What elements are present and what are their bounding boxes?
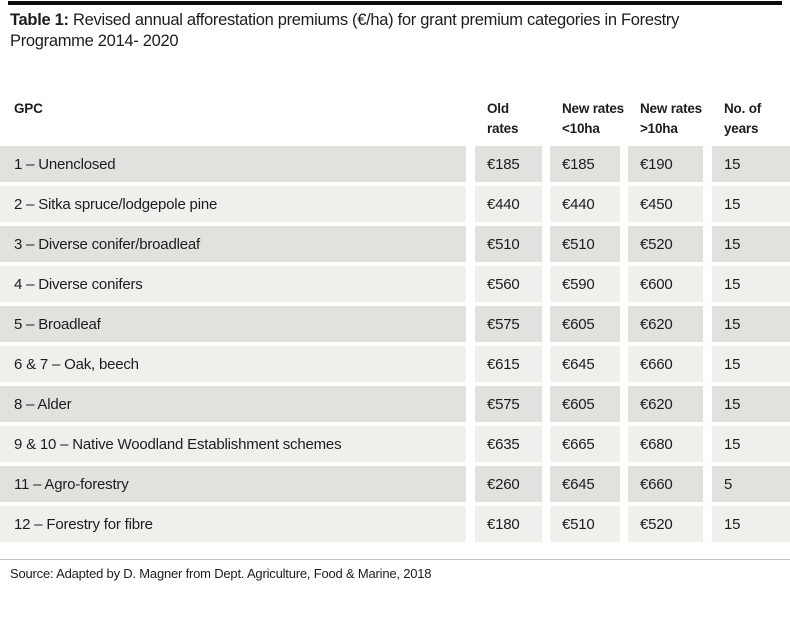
old-rate-cell: €260 bbox=[475, 466, 542, 502]
new-rate-lt10-cell: €510 bbox=[550, 506, 620, 542]
table-title-line1: Table 1: Revised annual afforestation pr… bbox=[10, 10, 770, 31]
column-header-old-rates: Old rates bbox=[487, 101, 519, 136]
old-rate-cell: €615 bbox=[475, 346, 542, 382]
table-title-line2: Programme 2014- 2020 bbox=[10, 32, 179, 50]
bottom-rule bbox=[0, 559, 790, 560]
gpc-cell: 1 – Unenclosed bbox=[0, 146, 466, 182]
new-rate-lt10-cell: €605 bbox=[550, 306, 620, 342]
old-rate-cell: €440 bbox=[475, 186, 542, 222]
old-rate-cell: €575 bbox=[475, 306, 542, 342]
gpc-cell: 6 & 7 – Oak, beech bbox=[0, 346, 466, 382]
top-rule bbox=[8, 1, 782, 5]
years-cell: 15 bbox=[712, 346, 790, 382]
table-title-label: Table 1: bbox=[10, 11, 69, 29]
table-row: 12 – Forestry for fibre €180 €510 €520 1… bbox=[0, 506, 790, 542]
new-rate-gt10-cell: €600 bbox=[628, 266, 703, 302]
new-rate-gt10-cell: €620 bbox=[628, 306, 703, 342]
new-rate-lt10-cell: €645 bbox=[550, 346, 620, 382]
column-header-gpc: GPC bbox=[14, 101, 43, 116]
table-row: 1 – Unenclosed €185 €185 €190 15 bbox=[0, 146, 790, 182]
new-rate-lt10-cell: €185 bbox=[550, 146, 620, 182]
table-row: 8 – Alder €575 €605 €620 15 bbox=[0, 386, 790, 422]
column-header-new-rates-lt10ha: New rates <10ha bbox=[562, 101, 624, 136]
new-rate-gt10-cell: €680 bbox=[628, 426, 703, 462]
old-rate-cell: €560 bbox=[475, 266, 542, 302]
new-rate-lt10-cell: €440 bbox=[550, 186, 620, 222]
gpc-cell: 12 – Forestry for fibre bbox=[0, 506, 466, 542]
new-rate-gt10-cell: €660 bbox=[628, 346, 703, 382]
new-rate-lt10-cell: €510 bbox=[550, 226, 620, 262]
years-cell: 15 bbox=[712, 386, 790, 422]
new-rate-gt10-cell: €520 bbox=[628, 506, 703, 542]
years-cell: 5 bbox=[712, 466, 790, 502]
table-row: 3 – Diverse conifer/broadleaf €510 €510 … bbox=[0, 226, 790, 262]
new-rate-lt10-cell: €605 bbox=[550, 386, 620, 422]
gpc-cell: 9 & 10 – Native Woodland Establishment s… bbox=[0, 426, 466, 462]
new-rate-gt10-cell: €450 bbox=[628, 186, 703, 222]
table-row: 6 & 7 – Oak, beech €615 €645 €660 15 bbox=[0, 346, 790, 382]
old-rate-cell: €635 bbox=[475, 426, 542, 462]
new-rate-gt10-cell: €520 bbox=[628, 226, 703, 262]
column-header-new-rates-gt10ha: New rates >10ha bbox=[640, 101, 702, 136]
table-body: 1 – Unenclosed €185 €185 €190 15 2 – Sit… bbox=[0, 146, 790, 546]
column-header-no-of-years: No. of years bbox=[724, 101, 762, 136]
gpc-cell: 3 – Diverse conifer/broadleaf bbox=[0, 226, 466, 262]
years-cell: 15 bbox=[712, 506, 790, 542]
table-header-row: GPC Old rates New rates <10ha New rates … bbox=[0, 99, 790, 139]
new-rate-gt10-cell: €620 bbox=[628, 386, 703, 422]
source-note: Source: Adapted by D. Magner from Dept. … bbox=[10, 566, 432, 581]
table-row: 11 – Agro-forestry €260 €645 €660 5 bbox=[0, 466, 790, 502]
years-cell: 15 bbox=[712, 146, 790, 182]
years-cell: 15 bbox=[712, 186, 790, 222]
new-rate-lt10-cell: €645 bbox=[550, 466, 620, 502]
gpc-cell: 2 – Sitka spruce/lodgepole pine bbox=[0, 186, 466, 222]
new-rate-lt10-cell: €665 bbox=[550, 426, 620, 462]
table-row: 4 – Diverse conifers €560 €590 €600 15 bbox=[0, 266, 790, 302]
old-rate-cell: €185 bbox=[475, 146, 542, 182]
table-title-text: Revised annual afforestation premiums (€… bbox=[68, 11, 680, 29]
years-cell: 15 bbox=[712, 266, 790, 302]
old-rate-cell: €180 bbox=[475, 506, 542, 542]
gpc-cell: 11 – Agro-forestry bbox=[0, 466, 466, 502]
new-rate-gt10-cell: €190 bbox=[628, 146, 703, 182]
gpc-cell: 4 – Diverse conifers bbox=[0, 266, 466, 302]
gpc-cell: 8 – Alder bbox=[0, 386, 466, 422]
table-title: Table 1: Revised annual afforestation pr… bbox=[10, 10, 770, 52]
table-row: 9 & 10 – Native Woodland Establishment s… bbox=[0, 426, 790, 462]
gpc-cell: 5 – Broadleaf bbox=[0, 306, 466, 342]
old-rate-cell: €510 bbox=[475, 226, 542, 262]
new-rate-gt10-cell: €660 bbox=[628, 466, 703, 502]
table-row: 5 – Broadleaf €575 €605 €620 15 bbox=[0, 306, 790, 342]
old-rate-cell: €575 bbox=[475, 386, 542, 422]
years-cell: 15 bbox=[712, 226, 790, 262]
years-cell: 15 bbox=[712, 426, 790, 462]
years-cell: 15 bbox=[712, 306, 790, 342]
new-rate-lt10-cell: €590 bbox=[550, 266, 620, 302]
table-row: 2 – Sitka spruce/lodgepole pine €440 €44… bbox=[0, 186, 790, 222]
